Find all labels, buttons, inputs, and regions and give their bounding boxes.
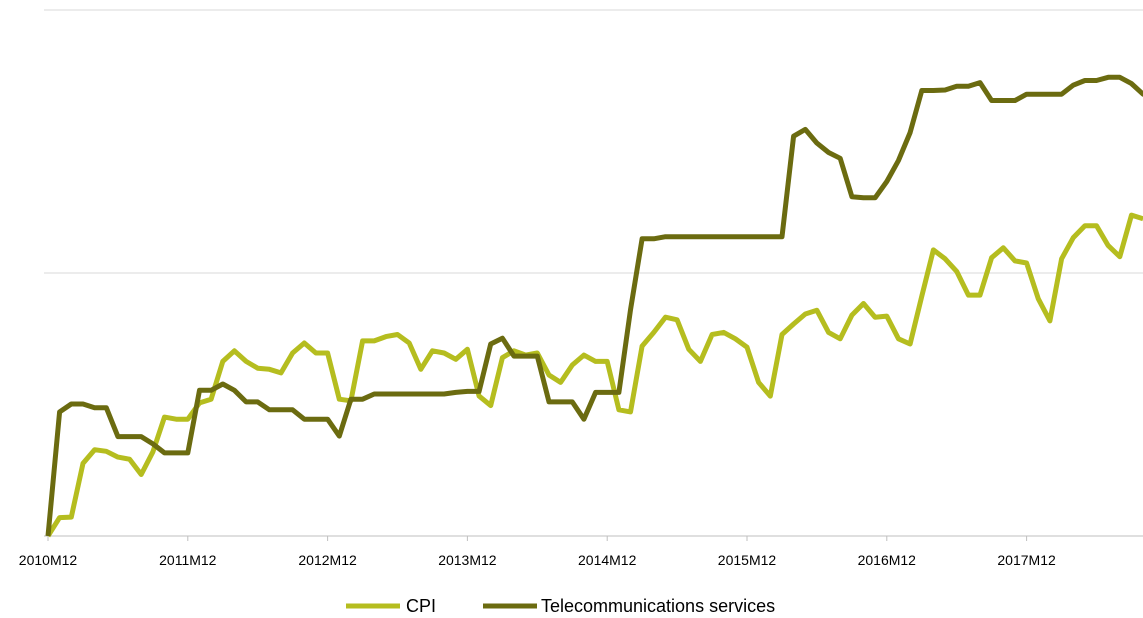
x-tick-label-0: 2010M12 <box>19 552 78 568</box>
series-lines <box>45 74 1143 538</box>
gridlines <box>44 9 1143 274</box>
x-tick-label-5: 2015M12 <box>718 552 777 568</box>
legend-label-telecom: Telecommunications services <box>541 596 775 616</box>
series-line-telecommunications-services <box>45 74 1143 537</box>
series-line-cpi <box>45 212 1143 538</box>
x-tick-label-1: 2011M12 <box>159 552 217 568</box>
legend: CPI Telecommunications services <box>346 596 775 616</box>
x-axis-ticks <box>47 536 1028 541</box>
x-tick-label-3: 2013M12 <box>438 552 497 568</box>
x-axis-tick-labels: 2010M12 2011M12 2012M12 2013M12 2014M12 2015M… <box>19 552 1056 568</box>
legend-label-cpi: CPI <box>406 596 436 616</box>
x-tick-label-2: 2012M12 <box>298 552 357 568</box>
x-tick-label-6: 2016M12 <box>858 552 917 568</box>
x-tick-label-4: 2014M12 <box>578 552 637 568</box>
x-tick-label-7: 2017M12 <box>997 552 1056 568</box>
